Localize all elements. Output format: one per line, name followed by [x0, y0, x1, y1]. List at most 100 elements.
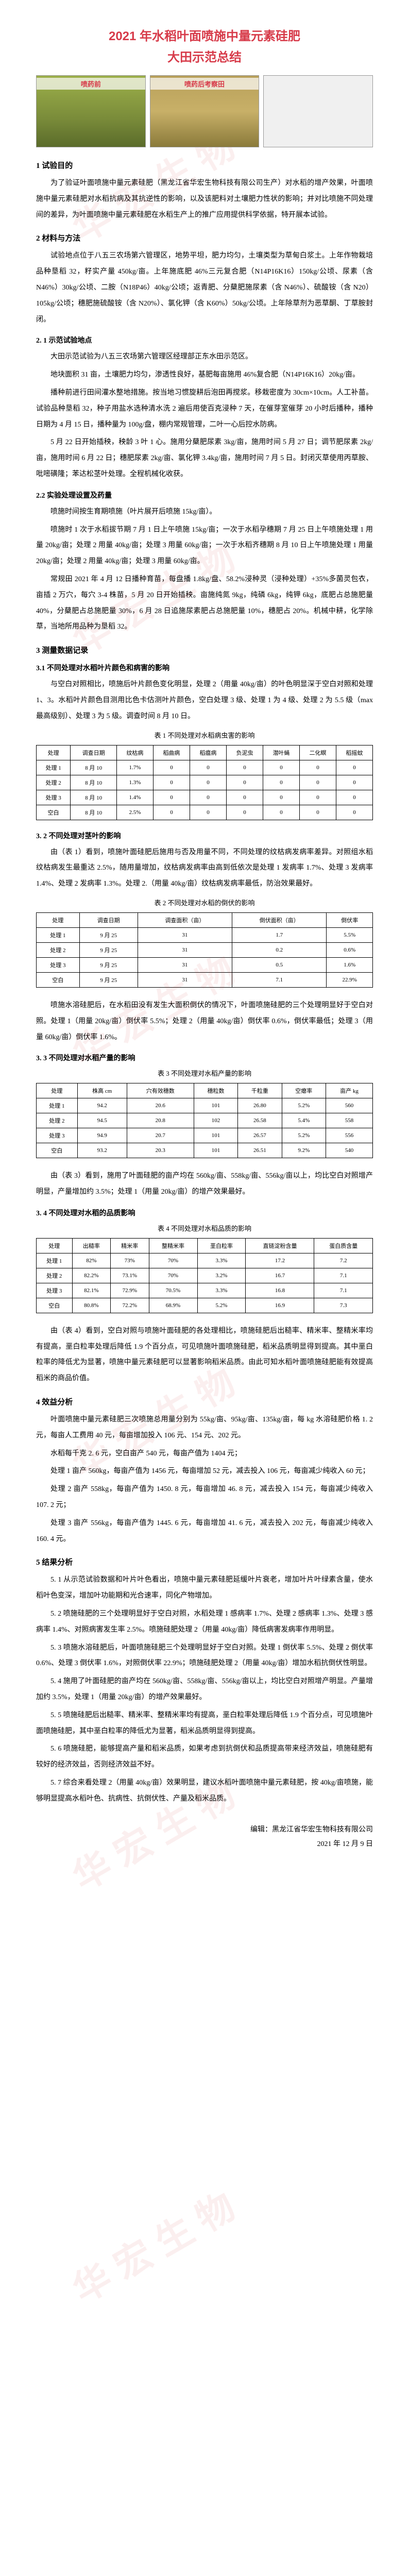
table-cell: 3.3% — [197, 1253, 246, 1268]
table-header-cell: 稻瘟病 — [190, 745, 226, 760]
table-cell: 处理 2 — [37, 1268, 73, 1283]
section-2-1-p2: 地块面积 31 亩，土壤肥力均匀，渗透性良好，基肥每亩施用 46%复合肥（N14… — [36, 367, 373, 383]
table-row: 处理 28 月 101.3%000000 — [37, 775, 373, 790]
table-cell: 处理 2 — [37, 1113, 78, 1128]
table-header-cell: 稻摇蚊 — [336, 745, 372, 760]
table-cell: 9 月 25 — [79, 972, 138, 987]
table-cell: 26.57 — [238, 1128, 282, 1143]
table-row: 空白80.8%72.2%68.9%5.2%16.97.3 — [37, 1298, 373, 1313]
table-cell: 0 — [226, 775, 263, 790]
table-2-caption: 表 2 不同处理对水稻的倒伏的影响 — [36, 897, 373, 907]
table-cell: 94.5 — [77, 1113, 127, 1128]
table-cell: 3.2% — [197, 1268, 246, 1283]
table-cell: 1.7% — [116, 760, 153, 775]
table-cell: 68.9% — [149, 1298, 197, 1313]
section-2-1-p4: 5 月 22 日开始插秧，秧龄 3 叶 1 心。施用分蘖肥尿素 3kg/亩，施用… — [36, 435, 373, 482]
table-cell: 72.9% — [111, 1283, 149, 1298]
table-cell: 556 — [326, 1128, 372, 1143]
table-row: 空白93.220.310126.519.2%540 — [37, 1143, 373, 1158]
section-1-title: 1 试验目的 — [36, 160, 373, 171]
section-4-p1: 叶面喷施中量元素硅肥三次喷施总用量分别为 55kg/亩、95kg/亩、135kg… — [36, 1412, 373, 1444]
table-1-caption: 表 1 不同处理对水稻病虫害的影响 — [36, 730, 373, 740]
table-cell: 处理 2 — [37, 775, 71, 790]
table-cell: 16.9 — [246, 1298, 314, 1313]
table-row: 处理 382.1%72.9%70.5%3.3%16.87.1 — [37, 1283, 373, 1298]
section-2-2-p3: 常规田 2021 年 4 月 12 日播种育苗，每盘播 1.8kg/盘、58.2… — [36, 572, 373, 635]
section-2-p1: 试验地点位于八五三农场第六管理区，地势平坦，肥力均匀，土壤类型为草甸白浆土。上年… — [36, 248, 373, 328]
table-cell: 20.8 — [127, 1113, 194, 1128]
section-2-2-p1: 喷施时间按生育期喷施（叶片展开后喷施 15kg/亩）。 — [36, 504, 373, 520]
table-cell: 0 — [190, 805, 226, 820]
table-cell: 7.2 — [314, 1253, 373, 1268]
table-3: 处理株高 cm穴有效穗数穗粒数千粒重空瘪率亩产 kg处理 194.220.610… — [36, 1083, 373, 1158]
table-cell: 101 — [194, 1128, 237, 1143]
section-2-2-p2: 喷施时 1 次于水稻拔节期 7 月 1 日上午喷施 15kg/亩；一次于水稻孕穗… — [36, 522, 373, 570]
table-header-cell: 倒伏率 — [327, 912, 373, 927]
signature-line-1: 编辑：黑龙江省华宏生物科技有限公司 — [36, 1823, 373, 1837]
section-2-1-p1: 大田示范试验为八五三农场第六管理区经理部正东水田示范区。 — [36, 349, 373, 365]
table-cell: 0.6% — [327, 942, 373, 957]
table-row: 处理 19 月 25311.75.5% — [37, 927, 373, 942]
table-header-cell: 倒伏面积（亩） — [232, 912, 327, 927]
table-header-cell: 垩白粒率 — [197, 1238, 246, 1253]
table-row: 处理 394.920.710126.575.2%556 — [37, 1128, 373, 1143]
section-2-2-title: 2.2 实验处理设置及药量 — [36, 490, 373, 500]
table-header-cell: 二化螟 — [299, 745, 336, 760]
table-cell: 8 月 10 — [71, 760, 117, 775]
table-cell: 82% — [72, 1253, 110, 1268]
table-4-caption: 表 4 不同处理对水稻品质的影响 — [36, 1223, 373, 1233]
table-3-caption: 表 3 不同处理对水稻产量的影响 — [36, 1068, 373, 1078]
table-header-cell: 处理 — [37, 912, 80, 927]
table-header-cell: 稻曲病 — [153, 745, 190, 760]
table-cell: 7.1 — [314, 1268, 373, 1283]
section-5-p7: 5. 7 综合来看处理 2（用量 40kg/亩）效果明显，建议水稻叶面喷施中量元… — [36, 1775, 373, 1807]
table-cell: 80.8% — [72, 1298, 110, 1313]
table-cell: 94.2 — [77, 1098, 127, 1113]
section-2-1-title: 2. 1 示范试验地点 — [36, 335, 373, 345]
hero-image-before: 喷药前 — [36, 75, 146, 147]
table-cell: 0 — [226, 805, 263, 820]
table-cell: 31 — [138, 927, 232, 942]
table-header-cell: 空瘪率 — [282, 1083, 326, 1098]
table-cell: 7.1 — [314, 1283, 373, 1298]
section-5-p4: 5. 4 施用了叶面硅肥的亩产均在 560kg/亩、558kg/亩、556kg/… — [36, 1674, 373, 1706]
table-cell: 0 — [263, 775, 299, 790]
section-3-1-p2: 由（表 1）看到，喷施叶面硅肥后施用与否及用量不同，不同处理的纹枯病发病率差异。… — [36, 845, 373, 892]
table-cell: 处理 3 — [37, 1128, 78, 1143]
table-1: 处理调查日期纹枯病稻曲病稻瘟病负泥虫潜叶蝇二化螟稻摇蚊处理 18 月 101.7… — [36, 745, 373, 820]
table-cell: 101 — [194, 1143, 237, 1158]
table-cell: 0 — [336, 805, 372, 820]
table-header-cell: 调查日期 — [79, 912, 138, 927]
title-line-2: 大田示范总结 — [36, 47, 373, 65]
section-3-1-p1: 与空白对照相比，喷施后叶片颜色变化明显，处理 2（用量 40kg/亩）的叶色明显… — [36, 677, 373, 724]
section-3-4-title: 3. 4 不同处理对水稻的品质影响 — [36, 1208, 373, 1218]
hero-image-row: 喷药前 喷药后考察田 — [36, 75, 373, 147]
table-cell: 0 — [299, 775, 336, 790]
table-cell: 558 — [326, 1113, 372, 1128]
table-header-cell: 处理 — [37, 1083, 78, 1098]
table-cell: 7.3 — [314, 1298, 373, 1313]
section-4-p3: 处理 1 亩产 560kg，每亩产值为 1456 元，每亩增加 52 元，减去投… — [36, 1464, 373, 1480]
table-cell: 空白 — [37, 805, 71, 820]
section-5-p5: 5. 5 喷施硅肥后出糙率、精米率、整精米率均有提高，垩白粒率处理后降低 1.9… — [36, 1708, 373, 1740]
table-cell: 26.58 — [238, 1113, 282, 1128]
table-cell: 0 — [190, 775, 226, 790]
table-cell: 0 — [153, 790, 190, 805]
table-cell: 0 — [299, 805, 336, 820]
section-4-title: 4 效益分析 — [36, 1396, 373, 1407]
section-4-p4: 处理 2 亩产 558kg，每亩产值为 1450. 8 元，每亩增加 46. 8… — [36, 1482, 373, 1514]
table-cell: 26.51 — [238, 1143, 282, 1158]
table-cell: 处理 1 — [37, 927, 80, 942]
table-cell: 560 — [326, 1098, 372, 1113]
section-3-3-title: 3. 3 不同处理对水稻产量的影响 — [36, 1053, 373, 1063]
table-cell: 17.2 — [246, 1253, 314, 1268]
table-cell: 0 — [153, 805, 190, 820]
section-3-2-p1: 喷施水溶硅肥后，在水稻田没有发生大面积倒伏的情况下，叶面喷施硅肥的三个处理明显好… — [36, 998, 373, 1045]
table-cell: 31 — [138, 957, 232, 972]
table-header-cell: 蛋白质含量 — [314, 1238, 373, 1253]
table-cell: 0 — [153, 775, 190, 790]
section-1-p1: 为了验证叶面喷施中量元素硅肥（黑龙江省华宏生物科技有限公司生产）对水稻的增产效果… — [36, 176, 373, 223]
table-cell: 1.4% — [116, 790, 153, 805]
table-2: 处理调查日期调查面积（亩）倒伏面积（亩）倒伏率处理 19 月 25311.75.… — [36, 912, 373, 988]
table-cell: 5.4% — [282, 1113, 326, 1128]
